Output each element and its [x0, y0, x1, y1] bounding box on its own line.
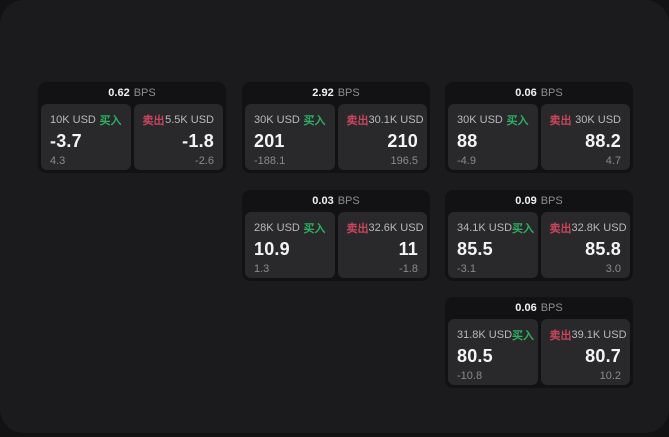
spread-unit: BPS	[540, 302, 563, 314]
buy-panel[interactable]: 31.8K USD 买入 80.5 -10.8	[448, 319, 538, 385]
buy-sub-value: -3.1	[457, 263, 476, 275]
spread-value: 0.09	[515, 195, 537, 207]
spread-value: 0.03	[312, 195, 334, 207]
buy-price: 201	[254, 131, 285, 151]
spread-unit: BPS	[133, 87, 156, 99]
sell-sub-value: 4.7	[605, 155, 621, 167]
quote-card[interactable]: 0.09 BPS 34.1K USD 买入 85.5 -3.1 卖出 32.8K…	[445, 190, 633, 281]
quote-card[interactable]: 0.06 BPS 30K USD 买入 88 -4.9 卖出 30K USD 8…	[445, 82, 633, 173]
sell-side-label: 卖出	[142, 115, 165, 127]
sell-size: 30K USD	[575, 114, 621, 126]
spread-unit: BPS	[337, 195, 360, 207]
buy-sub-value: -188.1	[254, 155, 286, 167]
spread-header: 2.92 BPS	[242, 82, 430, 104]
quote-card[interactable]: 0.03 BPS 28K USD 买入 10.9 1.3 卖出 32.6K US…	[242, 190, 430, 281]
sell-price: 88.2	[585, 131, 621, 151]
sell-side-label: 卖出	[549, 223, 572, 235]
spread-value: 2.92	[312, 87, 334, 99]
buy-sub-value: 1.3	[254, 263, 270, 275]
buy-side-label: 买入	[512, 223, 535, 235]
buy-price: 85.5	[457, 239, 493, 259]
buy-size: 30K USD	[254, 114, 300, 126]
sell-size: 5.5K USD	[165, 114, 214, 126]
buy-size: 28K USD	[254, 222, 300, 234]
sell-sub-value: 196.5	[390, 155, 418, 167]
sell-sub-value: -2.6	[195, 155, 214, 167]
spread-header: 0.03 BPS	[242, 190, 430, 212]
spread-header: 0.06 BPS	[445, 297, 633, 319]
sell-panel[interactable]: 卖出 5.5K USD -1.8 -2.6	[133, 104, 223, 170]
quote-card[interactable]: 0.62 BPS 10K USD 买入 -3.7 4.3 卖出 5.5K USD…	[38, 82, 226, 173]
buy-panel[interactable]: 30K USD 买入 201 -188.1	[245, 104, 335, 170]
buy-price: 10.9	[254, 239, 290, 259]
spread-header: 0.62 BPS	[38, 82, 226, 104]
sell-size: 30.1K USD	[368, 114, 424, 126]
buy-size: 31.8K USD	[457, 329, 513, 341]
buy-side-label: 买入	[506, 115, 529, 127]
spread-header: 0.09 BPS	[445, 190, 633, 212]
spread-unit: BPS	[540, 195, 563, 207]
buy-size: 10K USD	[50, 114, 96, 126]
buy-side-label: 买入	[99, 115, 122, 127]
buy-price: 88	[457, 131, 478, 151]
buy-panel[interactable]: 34.1K USD 买入 85.5 -3.1	[448, 212, 538, 278]
sell-size: 32.6K USD	[368, 222, 424, 234]
sell-size: 32.8K USD	[571, 222, 627, 234]
buy-size: 34.1K USD	[457, 222, 513, 234]
sell-side-label: 卖出	[549, 330, 572, 342]
buy-size: 30K USD	[457, 114, 503, 126]
sell-price: -1.8	[182, 131, 214, 151]
quote-card[interactable]: 0.06 BPS 31.8K USD 买入 80.5 -10.8 卖出 39.1…	[445, 297, 633, 388]
buy-price: 80.5	[457, 346, 493, 366]
sell-panel[interactable]: 卖出 32.6K USD 11 -1.8	[337, 212, 427, 278]
buy-side-label: 买入	[303, 115, 326, 127]
sell-panel[interactable]: 卖出 30K USD 88.2 4.7	[540, 104, 630, 170]
sell-side-label: 卖出	[549, 115, 572, 127]
spread-value: 0.62	[108, 87, 130, 99]
buy-panel[interactable]: 10K USD 买入 -3.7 4.3	[41, 104, 131, 170]
buy-panel[interactable]: 30K USD 买入 88 -4.9	[448, 104, 538, 170]
sell-panel[interactable]: 卖出 39.1K USD 80.7 10.2	[540, 319, 630, 385]
spread-unit: BPS	[337, 87, 360, 99]
sell-size: 39.1K USD	[571, 329, 627, 341]
sell-price: 210	[387, 131, 418, 151]
sell-price: 80.7	[585, 346, 621, 366]
buy-sub-value: 4.3	[50, 155, 66, 167]
sell-side-label: 卖出	[346, 223, 369, 235]
buy-price: -3.7	[50, 131, 82, 151]
spread-value: 0.06	[515, 302, 537, 314]
sell-price: 85.8	[585, 239, 621, 259]
buy-side-label: 买入	[303, 223, 326, 235]
buy-panel[interactable]: 28K USD 买入 10.9 1.3	[245, 212, 335, 278]
spread-value: 0.06	[515, 87, 537, 99]
sell-sub-value: -1.8	[399, 263, 418, 275]
spread-header: 0.06 BPS	[445, 82, 633, 104]
sell-panel[interactable]: 卖出 30.1K USD 210 196.5	[337, 104, 427, 170]
buy-sub-value: -10.8	[457, 370, 483, 382]
sell-panel[interactable]: 卖出 32.8K USD 85.8 3.0	[540, 212, 630, 278]
quote-card[interactable]: 2.92 BPS 30K USD 买入 201 -188.1 卖出 30.1K …	[242, 82, 430, 173]
sell-side-label: 卖出	[346, 115, 369, 127]
buy-sub-value: -4.9	[457, 155, 476, 167]
sell-sub-value: 10.2	[599, 370, 621, 382]
sell-price: 11	[398, 239, 418, 259]
buy-side-label: 买入	[512, 330, 535, 342]
sell-sub-value: 3.0	[605, 263, 621, 275]
spread-unit: BPS	[540, 87, 563, 99]
